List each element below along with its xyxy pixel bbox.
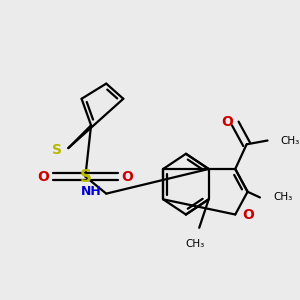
Text: CH₃: CH₃ xyxy=(273,192,292,203)
Text: CH₃: CH₃ xyxy=(281,136,300,146)
Text: CH₃: CH₃ xyxy=(186,239,205,249)
Text: S: S xyxy=(52,143,62,157)
Text: NH: NH xyxy=(81,185,101,198)
Text: O: O xyxy=(121,169,133,184)
Text: O: O xyxy=(222,115,234,128)
Text: O: O xyxy=(38,169,50,184)
Text: O: O xyxy=(243,208,254,221)
Text: S: S xyxy=(80,168,92,186)
